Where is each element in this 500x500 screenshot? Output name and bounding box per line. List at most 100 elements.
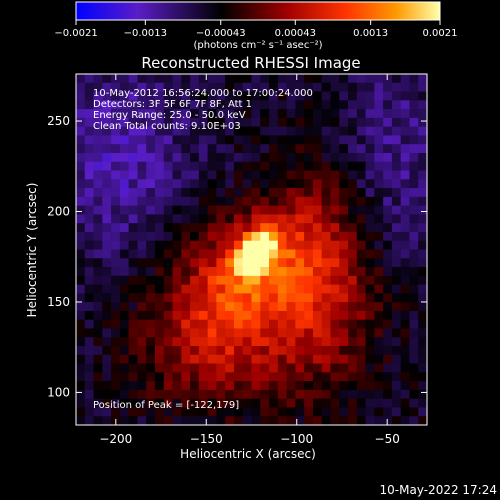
image-pixel bbox=[93, 188, 103, 198]
image-pixel bbox=[312, 179, 323, 189]
image-pixel bbox=[339, 161, 349, 171]
image-pixel bbox=[365, 214, 375, 224]
image-pixel bbox=[216, 275, 226, 285]
image-pixel bbox=[409, 231, 419, 242]
image-pixel bbox=[84, 302, 94, 312]
image-pixel bbox=[374, 82, 384, 92]
image-pixel bbox=[356, 284, 366, 294]
image-pixel bbox=[356, 354, 366, 364]
image-pixel bbox=[163, 328, 173, 338]
image-pixel bbox=[295, 231, 305, 242]
image-pixel bbox=[269, 161, 279, 171]
image-pixel bbox=[102, 223, 112, 233]
image-pixel bbox=[348, 231, 358, 242]
image-pixel bbox=[304, 407, 314, 417]
image-pixel bbox=[190, 188, 200, 198]
image-pixel bbox=[233, 179, 244, 189]
image-pixel bbox=[181, 82, 191, 92]
image-pixel bbox=[365, 407, 375, 417]
image-pixel bbox=[304, 82, 314, 92]
image-pixel bbox=[119, 214, 129, 224]
image-pixel bbox=[383, 231, 393, 242]
image-pixel bbox=[111, 328, 121, 338]
image-pixel bbox=[321, 74, 331, 84]
image-pixel bbox=[260, 240, 270, 250]
image-pixel bbox=[348, 82, 358, 92]
image-pixel bbox=[304, 372, 314, 382]
image-pixel bbox=[383, 161, 393, 171]
image-pixel bbox=[163, 117, 173, 127]
image-pixel bbox=[365, 319, 375, 329]
image-pixel bbox=[269, 275, 279, 285]
image-pixel bbox=[365, 109, 375, 119]
image-pixel bbox=[111, 170, 121, 180]
image-pixel bbox=[269, 337, 279, 347]
image-pixel bbox=[339, 126, 349, 136]
image-pixel bbox=[260, 188, 270, 198]
image-pixel bbox=[242, 293, 252, 303]
image-pixel bbox=[84, 346, 94, 356]
image-pixel bbox=[198, 337, 208, 347]
image-pixel bbox=[181, 328, 191, 338]
image-pixel bbox=[391, 416, 401, 426]
image-pixel bbox=[321, 188, 331, 198]
image-pixel bbox=[365, 223, 375, 233]
image-pixel bbox=[321, 267, 331, 277]
image-pixel bbox=[409, 319, 419, 329]
image-pixel bbox=[400, 170, 410, 180]
image-pixel bbox=[76, 196, 86, 206]
image-pixel bbox=[242, 416, 252, 426]
image-pixel bbox=[146, 214, 156, 224]
image-pixel bbox=[269, 91, 279, 101]
image-pixel bbox=[400, 74, 410, 84]
image-pixel bbox=[163, 363, 173, 373]
image-pixel bbox=[339, 363, 349, 373]
image-pixel bbox=[260, 117, 270, 127]
image-pixel bbox=[409, 354, 419, 364]
image-pixel bbox=[277, 381, 287, 391]
image-pixel bbox=[225, 91, 235, 101]
image-pixel bbox=[356, 231, 366, 242]
image-pixel bbox=[84, 135, 94, 145]
image-pixel bbox=[286, 416, 296, 426]
x-tick-label: −50 bbox=[375, 432, 400, 446]
image-pixel bbox=[242, 258, 252, 268]
image-pixel bbox=[348, 109, 358, 119]
image-pixel bbox=[374, 407, 384, 417]
image-pixel bbox=[233, 416, 244, 426]
image-pixel bbox=[181, 319, 191, 329]
image-pixel bbox=[356, 337, 366, 347]
image-pixel bbox=[181, 293, 191, 303]
image-pixel bbox=[295, 389, 305, 399]
image-pixel bbox=[277, 240, 287, 250]
image-pixel bbox=[260, 328, 270, 338]
image-pixel bbox=[269, 302, 279, 312]
image-pixel bbox=[190, 372, 200, 382]
image-pixel bbox=[269, 144, 279, 154]
image-pixel bbox=[269, 389, 279, 399]
image-pixel bbox=[181, 381, 191, 391]
image-pixel bbox=[84, 179, 94, 189]
image-pixel bbox=[374, 161, 384, 171]
image-pixel bbox=[84, 319, 94, 329]
image-pixel bbox=[365, 354, 375, 364]
image-pixel bbox=[269, 328, 279, 338]
image-pixel bbox=[128, 381, 138, 391]
image-pixel bbox=[146, 188, 156, 198]
image-pixel bbox=[400, 275, 410, 285]
image-pixel bbox=[76, 398, 86, 408]
image-pixel bbox=[339, 82, 349, 92]
image-pixel bbox=[146, 310, 156, 321]
image-pixel bbox=[216, 74, 226, 84]
peak-position-label: Position of Peak = [-122,179] bbox=[93, 400, 239, 411]
image-pixel bbox=[84, 372, 94, 382]
image-pixel bbox=[233, 249, 244, 259]
image-pixel bbox=[181, 74, 191, 84]
image-pixel bbox=[251, 389, 261, 399]
image-pixel bbox=[409, 346, 419, 356]
image-pixel bbox=[277, 196, 287, 206]
image-pixel bbox=[269, 249, 279, 259]
image-pixel bbox=[339, 328, 349, 338]
image-pixel bbox=[119, 161, 129, 171]
image-pixel bbox=[339, 372, 349, 382]
